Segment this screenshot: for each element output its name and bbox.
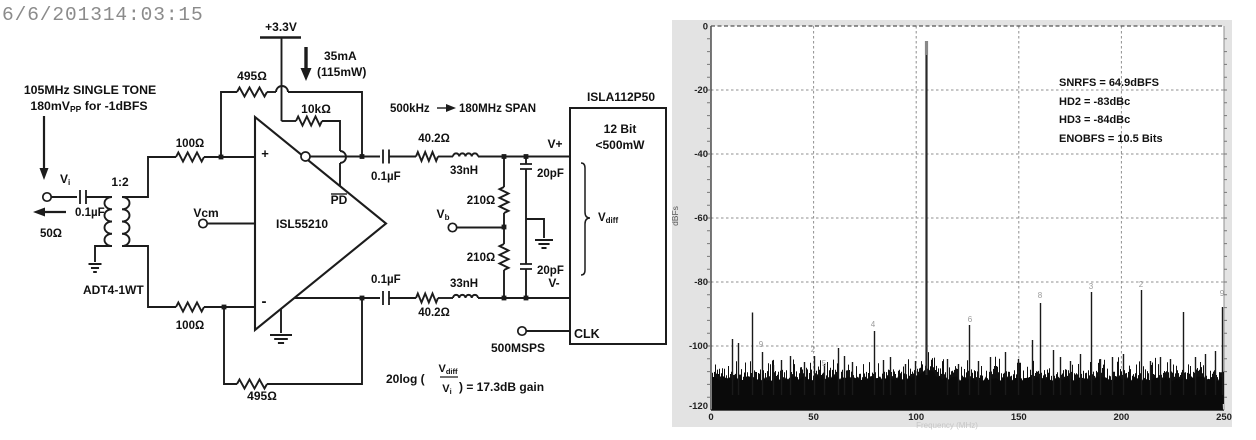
svg-text:500MSPS: 500MSPS bbox=[491, 341, 545, 355]
svg-text:V+: V+ bbox=[547, 137, 562, 151]
svg-text:180MHz SPAN: 180MHz SPAN bbox=[459, 103, 536, 115]
svg-text:ENOBFS = 10.5 Bits: ENOBFS = 10.5 Bits bbox=[1059, 133, 1163, 145]
svg-text:CLK: CLK bbox=[574, 327, 600, 341]
svg-text:Vdiff: Vdiff bbox=[598, 212, 618, 225]
svg-text:3: 3 bbox=[1089, 282, 1094, 291]
svg-text:0.1µF: 0.1µF bbox=[371, 274, 401, 286]
svg-text:+3.3V: +3.3V bbox=[265, 20, 297, 34]
svg-text:40.2Ω: 40.2Ω bbox=[418, 133, 450, 145]
svg-text:Vb: Vb bbox=[437, 207, 450, 222]
svg-text:Frequency (MHz): Frequency (MHz) bbox=[916, 421, 978, 430]
svg-text:Vdiff: Vdiff bbox=[438, 363, 458, 376]
svg-text:2: 2 bbox=[1139, 280, 1144, 289]
svg-text:4: 4 bbox=[871, 320, 876, 329]
svg-text:+: + bbox=[261, 146, 269, 161]
svg-text:100Ω: 100Ω bbox=[176, 320, 204, 332]
svg-text:33nH: 33nH bbox=[450, 165, 478, 177]
svg-text:1:2: 1:2 bbox=[111, 175, 129, 189]
svg-text:105MHz SINGLE TONE: 105MHz SINGLE TONE bbox=[24, 83, 156, 97]
svg-text:HD3 = -84dBc: HD3 = -84dBc bbox=[1059, 114, 1130, 126]
svg-text:20pF: 20pF bbox=[537, 168, 564, 180]
svg-text:495Ω: 495Ω bbox=[237, 69, 267, 83]
svg-text:20log (: 20log ( bbox=[386, 372, 425, 386]
svg-text:9: 9 bbox=[759, 340, 764, 349]
svg-text:100Ω: 100Ω bbox=[176, 138, 204, 150]
svg-text:) = 17.3dB gain: ) = 17.3dB gain bbox=[459, 380, 544, 394]
svg-text:5: 5 bbox=[822, 359, 827, 368]
svg-text:-20: -20 bbox=[694, 85, 708, 96]
svg-text:495Ω: 495Ω bbox=[247, 389, 277, 403]
svg-text:12 Bit: 12 Bit bbox=[604, 122, 637, 136]
svg-text:-40: -40 bbox=[694, 149, 708, 160]
svg-text:0.1µF: 0.1µF bbox=[75, 207, 105, 219]
svg-text:Vcm: Vcm bbox=[193, 206, 218, 220]
svg-text:(115mW): (115mW) bbox=[317, 65, 366, 79]
svg-text:0: 0 bbox=[708, 412, 713, 423]
svg-text:8: 8 bbox=[1038, 291, 1043, 300]
svg-text:6: 6 bbox=[968, 315, 973, 324]
svg-text:-: - bbox=[262, 293, 267, 310]
svg-text:2: 2 bbox=[811, 345, 816, 354]
svg-text:HD2 = -83dBc: HD2 = -83dBc bbox=[1059, 96, 1130, 108]
svg-text:ADT4-1WT: ADT4-1WT bbox=[83, 283, 144, 297]
svg-text:200: 200 bbox=[1113, 412, 1129, 423]
svg-text:210Ω: 210Ω bbox=[467, 252, 495, 264]
svg-text:500kHz: 500kHz bbox=[390, 103, 430, 115]
svg-text:0: 0 bbox=[703, 22, 708, 33]
svg-text:-120: -120 bbox=[689, 401, 708, 412]
svg-text:9: 9 bbox=[1220, 289, 1225, 298]
svg-text:35mA: 35mA bbox=[324, 49, 357, 63]
svg-text:Vi: Vi bbox=[442, 383, 451, 396]
svg-text:-80: -80 bbox=[694, 277, 708, 288]
svg-text:40.2Ω: 40.2Ω bbox=[418, 307, 450, 319]
svg-text:180mVPP for -1dBFS: 180mVPP for -1dBFS bbox=[30, 99, 147, 114]
svg-text:210Ω: 210Ω bbox=[467, 195, 495, 207]
svg-text:50Ω: 50Ω bbox=[40, 228, 62, 240]
svg-text:50: 50 bbox=[808, 412, 819, 423]
svg-text:150: 150 bbox=[1011, 412, 1027, 423]
svg-text:-100: -100 bbox=[689, 341, 708, 352]
svg-text:dBFs: dBFs bbox=[670, 206, 680, 226]
svg-text:250: 250 bbox=[1216, 412, 1232, 423]
svg-text:V-: V- bbox=[548, 276, 559, 290]
svg-text:100: 100 bbox=[908, 412, 924, 423]
svg-text:SNRFS = 64.9dBFS: SNRFS = 64.9dBFS bbox=[1059, 77, 1159, 89]
svg-text:ISL55210: ISL55210 bbox=[276, 217, 328, 231]
svg-text:Vi: Vi bbox=[60, 172, 70, 187]
svg-text:<500mW: <500mW bbox=[595, 138, 645, 152]
svg-text:0.1µF: 0.1µF bbox=[371, 171, 401, 183]
svg-text:PD: PD bbox=[331, 193, 348, 207]
svg-text:20pF: 20pF bbox=[537, 265, 564, 277]
svg-text:ISLA112P50: ISLA112P50 bbox=[587, 90, 655, 104]
svg-text:-60: -60 bbox=[694, 213, 708, 224]
svg-text:33nH: 33nH bbox=[450, 278, 478, 290]
svg-text:10kΩ: 10kΩ bbox=[301, 102, 331, 116]
